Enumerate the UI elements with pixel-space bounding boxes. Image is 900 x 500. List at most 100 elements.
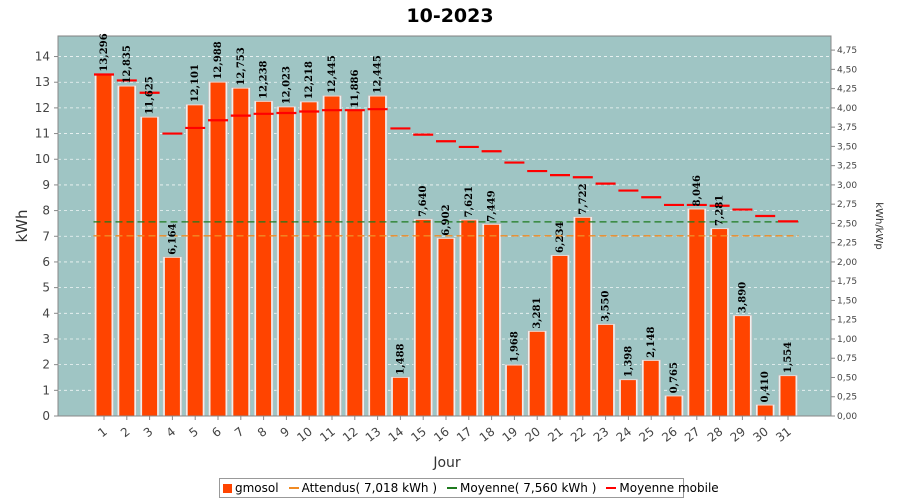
bar-value-label: 13,296: [99, 33, 110, 71]
y2-tick-label: 2,25: [837, 239, 857, 249]
bar-value-label: 6,902: [441, 204, 452, 235]
bar: [552, 255, 568, 416]
bar-value-label: 12,218: [304, 61, 315, 99]
bar: [347, 110, 363, 417]
x-axis: 1 2 3 4 5 6 7 8 9 10 11 12 13 14 15 16 17 18 19 20 21 22 23 24 2…: [58, 415, 831, 445]
legend: gmosol Attendus( 7,018 kWh ) Moyenne( 7,…: [219, 478, 719, 498]
y-tick-label: 4: [42, 306, 50, 320]
y-tick-label: 3: [42, 332, 50, 346]
x-tick-label: 13: [363, 424, 384, 444]
x-tick-label: 1: [95, 424, 110, 440]
y2-axis: 0,00 0,25 0,50 0,75 1,00 1,25 1,50 1,75 2,00 2,25…: [830, 36, 857, 422]
y-tick-label: 12: [35, 101, 50, 115]
bar: [187, 105, 203, 416]
y-tick-label: 7: [42, 229, 50, 243]
x-tick-label: 29: [728, 424, 749, 444]
bar: [210, 82, 226, 416]
x-tick-label: 30: [750, 424, 771, 444]
y2-tick-label: 0,50: [837, 373, 857, 383]
legend-swatch-moyenne-mobile: [606, 487, 617, 489]
x-tick-label: 27: [682, 424, 703, 444]
y-tick-label: 13: [35, 75, 50, 89]
y2-tick-label: 4,75: [837, 46, 857, 56]
y-tick-label: 1: [42, 383, 50, 397]
y2-tick-label: 1,25: [837, 316, 857, 326]
bar-value-label: 1,398: [623, 346, 634, 377]
y2-tick-label: 3,50: [837, 142, 857, 152]
y-tick-label: 14: [35, 50, 50, 64]
bar: [324, 96, 340, 416]
y2-tick-label: 0,00: [837, 412, 857, 422]
x-tick-label: 19: [500, 424, 521, 444]
bar: [438, 238, 454, 416]
x-axis-label: Jour: [432, 455, 461, 471]
x-tick-label: 12: [340, 424, 361, 444]
y2-tick-label: 3,00: [837, 181, 857, 191]
legend-label-attendus: Attendus( 7,018 kWh ): [301, 481, 438, 495]
bar: [233, 88, 249, 416]
bar: [506, 365, 522, 416]
bar-value-label: 1,968: [509, 331, 520, 362]
bar-value-label: 0,765: [669, 362, 680, 393]
x-tick-label: 5: [186, 424, 201, 440]
x-tick-label: 16: [431, 424, 452, 444]
bar-value-label: 8,046: [692, 175, 703, 206]
y2-tick-label: 0,25: [837, 393, 857, 403]
legend-swatch-gmosol: [223, 483, 232, 493]
moving-average-markers: [94, 73, 798, 223]
bar-value-label: 7,722: [578, 183, 589, 214]
bar: [370, 96, 386, 416]
bar: [164, 257, 180, 416]
bar-value-label: 6,164: [167, 223, 178, 254]
y2-tick-label: 4,25: [837, 85, 857, 95]
x-tick-label: 26: [659, 424, 680, 444]
x-tick-label: 15: [408, 424, 429, 444]
legend-item-moyenne-mobile: Moyenne mobile: [606, 481, 719, 495]
bar-value-label: 7,449: [487, 190, 498, 221]
bar-value-label: 12,988: [213, 41, 224, 79]
x-tick-label: 14: [386, 424, 407, 444]
bar-value-label: 2,148: [646, 326, 657, 357]
bar-value-label: 12,753: [236, 47, 247, 85]
bar: [278, 107, 294, 416]
legend-swatch-attendus: [288, 487, 299, 489]
bar-value-label: 7,281: [715, 195, 726, 226]
legend-item-moyenne: Moyenne( 7,560 kWh ): [447, 481, 596, 495]
bar-value-label: 6,234: [555, 222, 566, 253]
legend-label-moyenne-mobile: Moyenne mobile: [619, 481, 719, 495]
y-tick-label: 11: [35, 127, 50, 141]
bar-value-label: 12,101: [190, 64, 201, 102]
y2-tick-label: 1,75: [837, 277, 857, 287]
x-tick-label: 28: [705, 424, 726, 444]
x-tick-label: 8: [255, 424, 270, 440]
x-tick-label: 2: [118, 424, 133, 440]
x-tick-label: 18: [477, 424, 498, 444]
x-tick-label: 23: [591, 424, 612, 444]
y-axis-label: kWh: [13, 209, 31, 242]
bar-value-label: 12,835: [122, 45, 133, 83]
bar-value-labels: 13,296 12,835 11,625 6,164 12,101 12,988 12,75…: [99, 33, 794, 402]
x-tick-label: 17: [454, 424, 475, 444]
bar-value-label: 7,640: [418, 185, 429, 216]
y-tick-label: 0: [42, 409, 50, 423]
x-tick-label: 31: [773, 424, 794, 444]
bar: [392, 377, 408, 416]
y2-tick-label: 4,50: [837, 65, 857, 75]
bar: [780, 376, 796, 416]
y2-tick-label: 3,25: [837, 162, 857, 172]
bar-value-label: 0,410: [760, 371, 771, 402]
bar: [598, 324, 614, 416]
x-tick-label: 6: [209, 424, 224, 440]
y-tick-label: 9: [42, 178, 50, 192]
y2-tick-label: 2,50: [837, 219, 857, 229]
bar-value-label: 11,625: [145, 76, 156, 114]
chart-title: 10-2023: [406, 5, 493, 27]
x-tick-label: 4: [164, 424, 179, 440]
bar: [415, 219, 431, 416]
bar-value-label: 12,023: [281, 66, 292, 104]
bars: [94, 73, 798, 417]
bar: [757, 405, 773, 416]
legend-label-moyenne: Moyenne( 7,560 kWh ): [460, 481, 597, 495]
y2-tick-label: 1,00: [837, 335, 857, 345]
